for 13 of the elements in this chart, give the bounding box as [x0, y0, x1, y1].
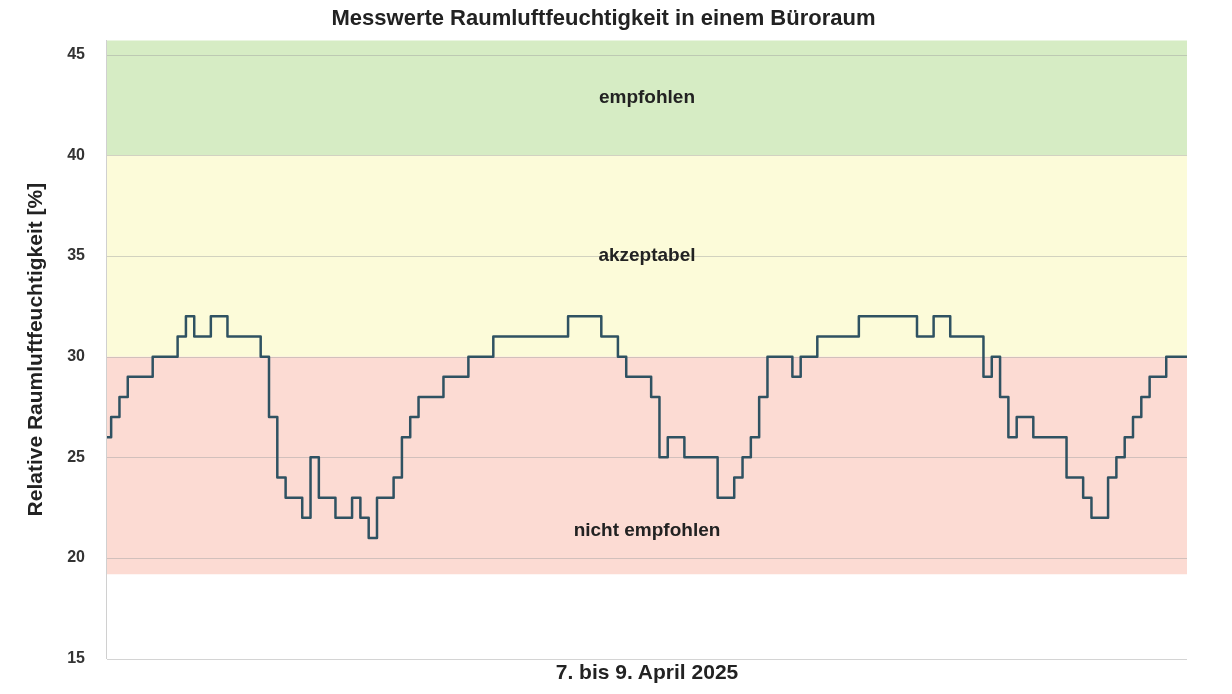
y-tick-label: 40	[67, 145, 86, 163]
y-tick-label: 30	[67, 347, 86, 365]
y-tick-label: 45	[67, 44, 86, 62]
chart-title: Messwerte Raumluftfeuchtigkeit in einem Büroraum	[331, 5, 876, 31]
y-tick-label: 20	[67, 548, 86, 566]
y-axis-title: Relative Raumluftfeuchtigkeit [%]	[23, 182, 47, 517]
band-label: empfohlen	[598, 86, 696, 108]
y-tick-label: 15	[67, 649, 86, 667]
x-axis-title: 7. bis 9. April 2025	[555, 660, 739, 684]
band-label: akzeptabel	[598, 244, 696, 266]
y-tick-label: 25	[67, 447, 86, 465]
band-label: nicht empfohlen	[573, 518, 721, 540]
y-tick-label: 35	[67, 246, 86, 264]
